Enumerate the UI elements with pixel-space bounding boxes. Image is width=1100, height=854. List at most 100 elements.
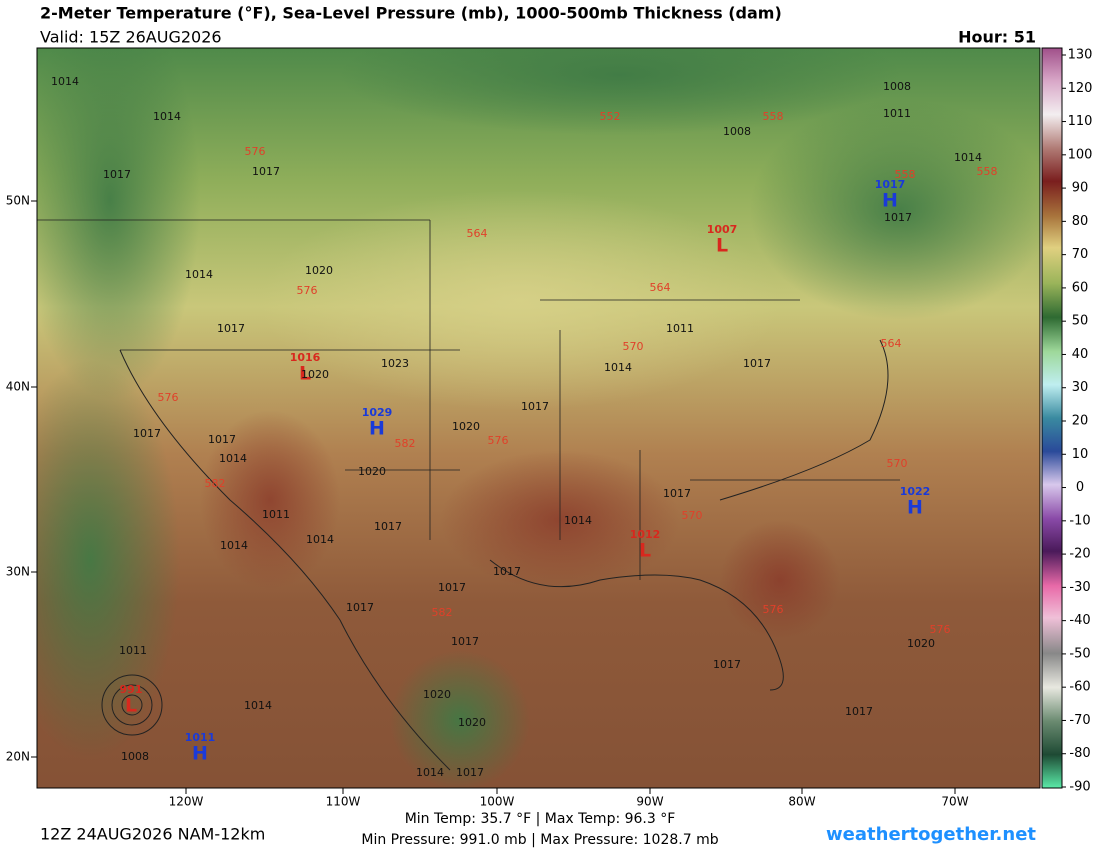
thickness-label: 570 (682, 509, 703, 522)
isobar-label: 1017 (438, 581, 466, 594)
isobar-label: 1017 (521, 400, 549, 413)
colorbar-label: 30 (1072, 380, 1089, 395)
isobar-label: 1020 (305, 264, 333, 277)
colorbar-label: -80 (1069, 746, 1090, 761)
isobar-label: 1008 (723, 125, 751, 138)
center-letter: L (125, 695, 137, 717)
colorbar-label: -90 (1069, 780, 1090, 795)
colorbar-label: 60 (1072, 280, 1089, 295)
thickness-label: 576 (297, 284, 318, 297)
thickness-label: 570 (623, 340, 644, 353)
colorbar-label: 40 (1072, 347, 1089, 362)
title: 2-Meter Temperature (°F), Sea-Level Pres… (40, 4, 782, 23)
thickness-label: 576 (245, 145, 266, 158)
colorbar-label: -30 (1069, 580, 1090, 595)
colorbar-label: 80 (1072, 214, 1089, 229)
isobar-label: 1020 (423, 688, 451, 701)
thickness-label: 576 (488, 434, 509, 447)
lon-label: 100W (480, 795, 515, 809)
colorbar-label: 70 (1072, 247, 1089, 262)
center-letter: L (716, 235, 728, 257)
thickness-label: 576 (930, 623, 951, 636)
thickness-label: 582 (395, 437, 416, 450)
center-value: 1012 (630, 528, 661, 541)
isobar-label: 1020 (458, 716, 486, 729)
isobar-label: 1014 (244, 699, 272, 712)
thickness-label: 558 (763, 110, 784, 123)
center-value: 1029 (362, 406, 393, 419)
isobar-label: 1017 (451, 635, 479, 648)
lat-label: 50N (6, 194, 30, 208)
isobar-label: 1014 (185, 268, 213, 281)
isobar-label: 1017 (103, 168, 131, 181)
isobar-label: 1017 (743, 357, 771, 370)
center-value: 1011 (185, 731, 216, 744)
center-value: 991 (120, 683, 143, 696)
thickness-label: 570 (887, 457, 908, 470)
thickness-label: 564 (650, 281, 671, 294)
isobar-label: 1020 (301, 368, 329, 381)
isobar-label: 1017 (252, 165, 280, 178)
center-letter: H (882, 190, 898, 212)
colorbar-label: -40 (1069, 613, 1090, 628)
isobar-label: 1017 (217, 322, 245, 335)
center-letter: H (192, 743, 208, 765)
isobar-label: 1020 (452, 420, 480, 433)
center-letter: H (369, 418, 385, 440)
isobar-label: 1017 (493, 565, 521, 578)
isobar-label: 1014 (954, 151, 982, 164)
isobar-label: 1008 (121, 750, 149, 763)
thickness-label: 582 (205, 477, 226, 490)
colorbar-label: 100 (1068, 147, 1093, 162)
colorbar-label: -70 (1069, 713, 1090, 728)
isobar-label: 1014 (306, 533, 334, 546)
colorbar-label: 50 (1072, 314, 1089, 329)
center-letter: H (907, 497, 923, 519)
lon-label: 70W (941, 795, 968, 809)
colorbar-label: 10 (1072, 447, 1089, 462)
center-letter: L (299, 363, 311, 385)
map-frame (36, 47, 1041, 789)
center-value: 1017 (875, 178, 906, 191)
lat-label: 30N (6, 565, 30, 579)
isobar-label: 1017 (845, 705, 873, 718)
isobar-label: 1011 (119, 644, 147, 657)
isobar-label: 1014 (416, 766, 444, 779)
isobar-label: 1017 (208, 433, 236, 446)
thickness-label: 576 (763, 603, 784, 616)
thickness-label: 558 (895, 168, 916, 181)
isobar-label: 1014 (153, 110, 181, 123)
isobar-label: 1020 (907, 637, 935, 650)
colorbar-label: -10 (1069, 513, 1090, 528)
lat-label: 20N (6, 750, 30, 764)
colorbar-label: 120 (1068, 81, 1093, 96)
isobar-label: 1017 (346, 601, 374, 614)
lon-label: 80W (788, 795, 815, 809)
isobar-label: 1017 (133, 427, 161, 440)
isobar-label: 1014 (220, 539, 248, 552)
site: weathertogether.net (826, 824, 1036, 845)
isobar-label: 1014 (219, 452, 247, 465)
lon-label: 90W (636, 795, 663, 809)
isobar-label: 1008 (883, 80, 911, 93)
forecast-hour: Hour: 51 (958, 28, 1036, 47)
isobar-label: 1011 (666, 322, 694, 335)
colorbar-label: -60 (1069, 680, 1090, 695)
colorbar-label: 0 (1076, 480, 1084, 495)
isobar-label: 1017 (713, 658, 741, 671)
isobar-label: 1014 (604, 361, 632, 374)
isobar-label: 1017 (884, 211, 912, 224)
isobar-label: 1011 (883, 107, 911, 120)
isobar-label: 1011 (262, 508, 290, 521)
colorbar-label: 110 (1068, 114, 1093, 129)
colorbar-label: 90 (1072, 181, 1089, 196)
temp-range: Min Temp: 35.7 °F | Max Temp: 96.3 °F (405, 811, 676, 827)
center-letter: L (639, 540, 651, 562)
colorbar-label: 130 (1068, 48, 1093, 63)
isobar-label: 1017 (663, 487, 691, 500)
isobar-label: 1023 (381, 357, 409, 370)
isobar-label: 1020 (358, 465, 386, 478)
colorbar-label: -20 (1069, 547, 1090, 562)
colorbar-label: -50 (1069, 646, 1090, 661)
